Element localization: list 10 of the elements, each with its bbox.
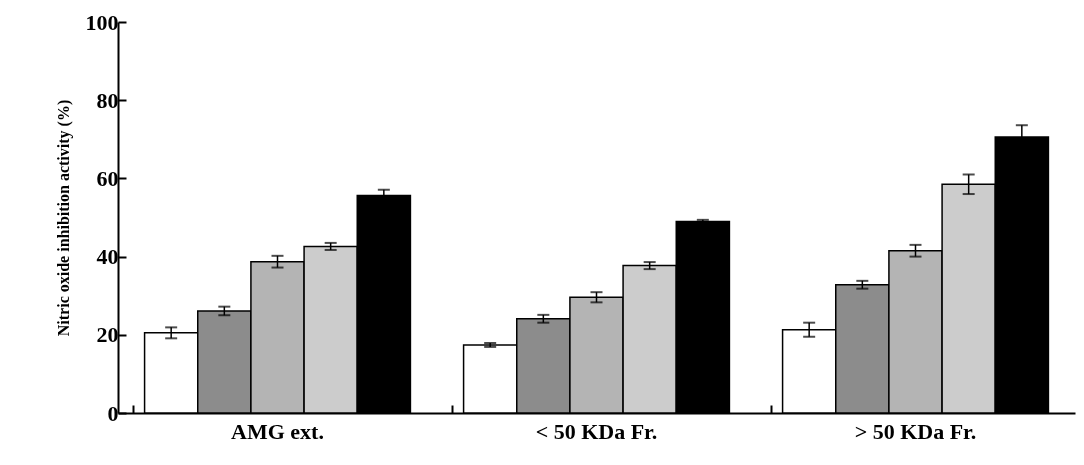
x-tick-label: < 50 KDa Fr. bbox=[535, 418, 658, 444]
x-tick-label: AMG ext. bbox=[231, 418, 324, 444]
y-tick-label: 100 bbox=[85, 9, 119, 35]
y-tick-label: 20 bbox=[96, 322, 119, 348]
y-tick-label: 60 bbox=[96, 165, 119, 191]
y-tick-label: 80 bbox=[96, 87, 119, 113]
y-tick-label: 0 bbox=[107, 400, 119, 426]
y-tick-label: 40 bbox=[96, 244, 119, 270]
y-axis-title: Nitric oxide inhibition activity (%) bbox=[54, 99, 73, 337]
x-tick-label: > 50 KDa Fr. bbox=[854, 418, 977, 444]
